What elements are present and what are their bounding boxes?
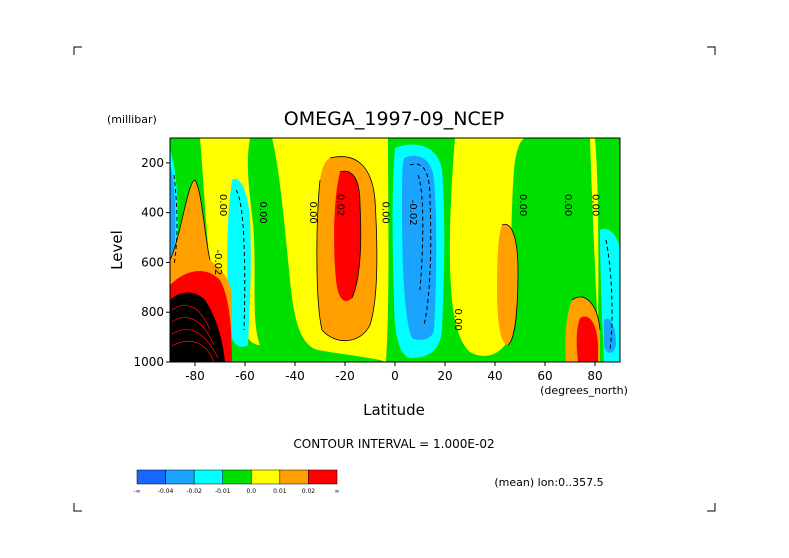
colorbar-label: -∞ — [133, 488, 140, 495]
y-axis-units: (millibar) — [107, 113, 157, 126]
contour-label: 0.00 — [380, 202, 391, 224]
positive-contours — [170, 156, 601, 346]
x-tick-label: 60 — [537, 369, 552, 383]
x-tick-label: -80 — [185, 369, 205, 383]
colorbar-label: -0.01 — [215, 488, 231, 495]
colorbar-swatch — [251, 469, 281, 485]
colorbar: -∞ -0.04 -0.02 -0.01 0.0 0.01 0.02 ∞ — [133, 469, 340, 495]
y-axis-ticks: 200 400 600 800 1000 — [133, 156, 170, 369]
colorbar-label: ∞ — [335, 488, 340, 495]
region-red — [576, 316, 598, 362]
x-tick-label: 20 — [437, 369, 452, 383]
colorbar-swatch — [193, 469, 223, 485]
region-dense-contours — [170, 292, 225, 362]
colorbar-label: 0.0 — [247, 488, 257, 495]
y-tick-label: 400 — [141, 206, 164, 220]
colorbar-label: 0.02 — [302, 488, 316, 495]
y-tick-label: 600 — [141, 255, 164, 269]
crop-mark-top-right — [707, 46, 716, 55]
x-tick-label: 40 — [487, 369, 502, 383]
negative-contours — [173, 163, 613, 351]
x-tick-label: 0 — [391, 369, 399, 383]
contour-label: -0.02 — [407, 200, 418, 226]
contour-label: 0.00 — [257, 202, 268, 224]
colorbar-swatch — [222, 469, 252, 485]
region-red — [334, 171, 361, 301]
y-tick-label: 200 — [141, 156, 164, 170]
contour-label: -0.02 — [212, 250, 223, 276]
contour-fill — [170, 138, 620, 362]
contour-label: 0.02 — [335, 194, 346, 216]
contour-label: 0.00 — [217, 194, 228, 216]
contour-label: 0.00 — [562, 194, 573, 216]
footer-text: (mean) lon:0..357.5 — [494, 476, 603, 489]
colorbar-label: -0.04 — [158, 488, 174, 495]
contour-label: 0.00 — [307, 202, 318, 224]
contour-interval-text: CONTOUR INTERVAL = 1.000E-02 — [293, 437, 494, 451]
contour-labels: -0.02 0.00 0.00 0.02 0.00 0.00 -0.02 0.00 0.00 0.… — [212, 194, 601, 331]
colorbar-label: 0.01 — [273, 488, 287, 495]
dense-contour-lines — [171, 304, 219, 362]
colorbar-swatch — [136, 469, 166, 485]
y-axis-label: Level — [108, 230, 126, 270]
x-tick-label: -20 — [335, 369, 355, 383]
region-blue — [170, 165, 176, 260]
contour-label: 0.00 — [590, 194, 601, 216]
x-axis-label: Latitude — [363, 401, 425, 419]
x-tick-label: -40 — [285, 369, 305, 383]
chart-title: OMEGA_1997-09_NCEP — [284, 108, 504, 130]
region-blue — [402, 155, 437, 340]
contour-label: 0.00 — [517, 194, 528, 216]
crop-marks — [73, 46, 716, 512]
crop-mark-bottom-right — [707, 503, 716, 512]
plot-area: -0.02 0.00 0.00 0.02 0.00 0.00 -0.02 0.00 0.00 0.… — [133, 137, 621, 383]
x-axis-units: (degrees_north) — [540, 384, 628, 397]
colorbar-swatch — [279, 469, 309, 485]
y-tick-label: 1000 — [133, 355, 164, 369]
contour-label: 0.00 — [452, 309, 463, 331]
x-tick-label: -60 — [235, 369, 255, 383]
region-blue — [604, 318, 616, 353]
colorbar-swatch — [165, 469, 195, 485]
crop-mark-bottom-left — [73, 503, 82, 512]
x-tick-label: 80 — [587, 369, 602, 383]
x-axis-ticks: -80 -60 -40 -20 0 20 40 60 80 — [185, 362, 603, 383]
colorbar-label: -0.02 — [186, 488, 202, 495]
y-tick-label: 800 — [141, 305, 164, 319]
crop-mark-top-left — [73, 46, 82, 55]
colorbar-swatch — [308, 469, 338, 485]
region-orange — [497, 224, 518, 345]
